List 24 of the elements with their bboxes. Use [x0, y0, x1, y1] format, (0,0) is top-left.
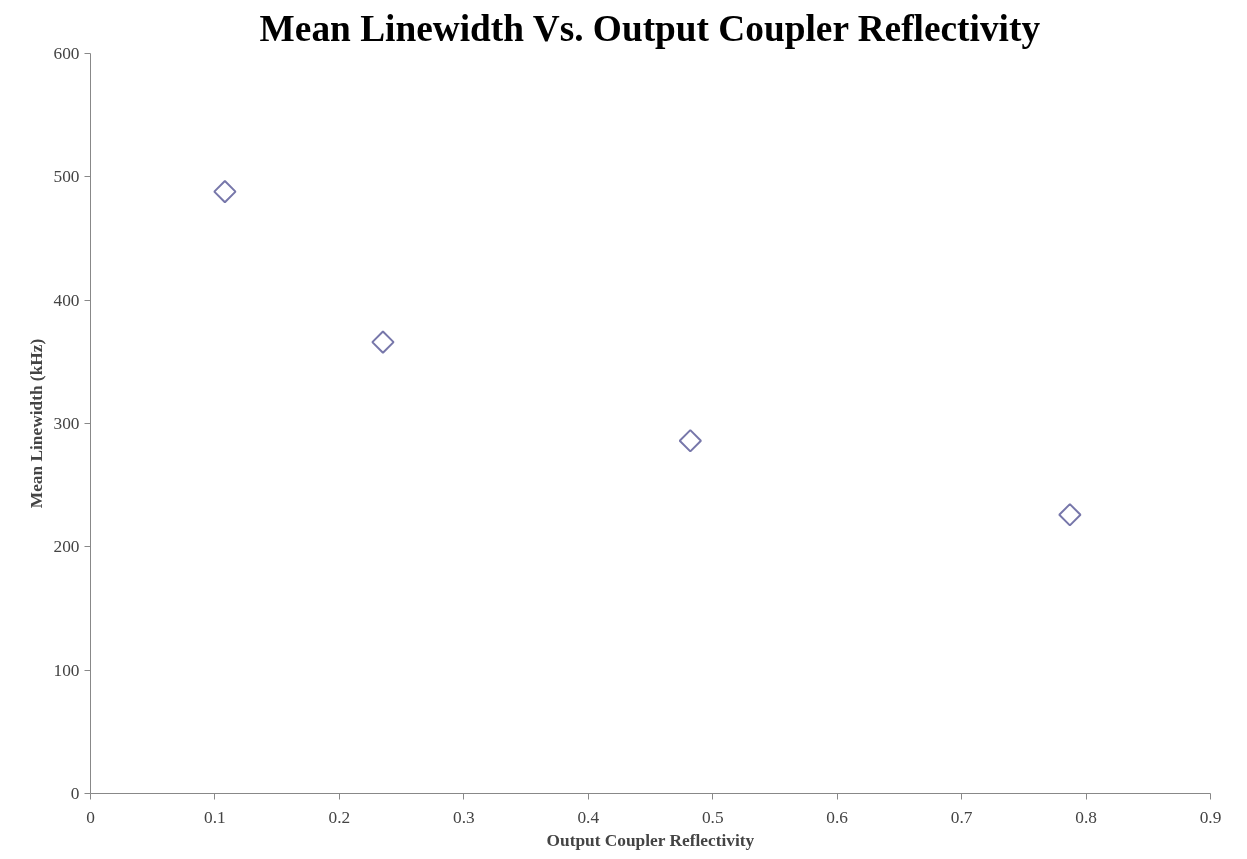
y-tick-label: 300 [53, 414, 80, 433]
y-tick-label: 0 [70, 784, 80, 803]
x-tick-label: 0.4 [577, 807, 600, 827]
x-tick-label: 0.8 [1075, 807, 1097, 827]
x-tick-label: 0 [86, 807, 95, 827]
x-tick-label: 0.2 [328, 807, 351, 827]
x-tick-label: 0.1 [204, 807, 226, 827]
y-axis-title: Mean Linewidth (kHz) [26, 338, 46, 509]
point [371, 330, 395, 354]
y-tick-label: 600 [53, 44, 80, 63]
chart-title: Mean Linewidth Vs. Output Coupler Reflectivity [259, 7, 1041, 49]
x-tick-label: 0.7 [950, 807, 973, 827]
y-tick-label: 500 [53, 167, 80, 187]
x-tick-label: 0.5 [701, 807, 724, 827]
x-axis-title: Output Coupler Reflectivity [546, 830, 755, 850]
x-tick-label: 0.6 [826, 807, 849, 827]
point [678, 429, 702, 453]
y-tick-label: 100 [53, 660, 80, 680]
x-tick-label: 0.9 [1199, 807, 1222, 827]
point [1058, 503, 1082, 527]
y-tick-label: 400 [53, 290, 80, 310]
y-tick-label: 200 [53, 537, 80, 557]
x-tick-label: 0.3 [453, 807, 475, 827]
point [213, 180, 237, 204]
